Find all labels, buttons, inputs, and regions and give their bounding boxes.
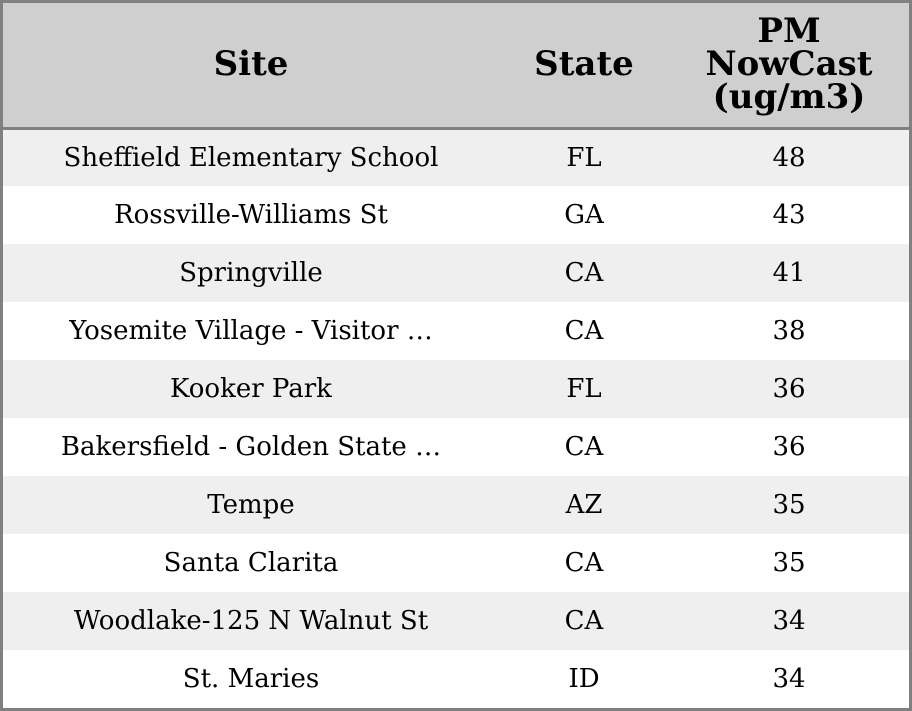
cell-state: FL (566, 142, 602, 173)
table-row: Yosemite Village - Visitor … CA 38 (3, 302, 909, 360)
cell-pm-nowcast: 34 (772, 664, 806, 694)
column-header-pm-line-3: (ug/m3) (712, 77, 866, 118)
table-row: Springville CA 41 (3, 244, 909, 302)
cell-pm-nowcast: 36 (772, 374, 806, 404)
cell-site: Sheffield Elementary School (63, 142, 439, 173)
column-header-state-label: State (534, 44, 634, 85)
column-header-pm-line-1: PM (757, 11, 821, 52)
column-header-site-label: Site (213, 44, 289, 85)
cell-pm-nowcast: 34 (772, 606, 806, 636)
cell-state: AZ (565, 490, 603, 520)
cell-pm-nowcast: 36 (772, 432, 806, 462)
table-header-row: Site State PM NowCast (ug/m3) (3, 3, 909, 130)
cell-site: Yosemite Village - Visitor … (69, 316, 433, 346)
cell-state: CA (564, 316, 604, 346)
table-row: Santa Clarita CA 35 (3, 534, 909, 592)
cell-site: Woodlake-125 N Walnut St (73, 606, 429, 636)
table-row: Tempe AZ 35 (3, 476, 909, 534)
table-row: St. Maries ID 34 (3, 650, 909, 708)
cell-state: CA (564, 258, 604, 288)
cell-state: CA (564, 606, 604, 636)
cell-pm-nowcast: 35 (772, 490, 806, 520)
column-header-site: Site (3, 3, 499, 130)
cell-site: Tempe (207, 490, 295, 520)
cell-state: CA (564, 548, 604, 578)
table-row: Rossville-Williams St GA 43 (3, 186, 909, 244)
table-row: Bakersfield - Golden State … CA 36 (3, 418, 909, 476)
cell-state: ID (568, 664, 600, 694)
column-header-pm-nowcast: PM NowCast (ug/m3) (669, 3, 909, 130)
cell-site: Santa Clarita (163, 548, 339, 578)
cell-site: St. Maries (182, 664, 320, 694)
cell-pm-nowcast: 35 (772, 548, 806, 578)
column-header-state: State (499, 3, 669, 130)
cell-state: GA (564, 200, 604, 230)
table-row: Woodlake-125 N Walnut St CA 34 (3, 592, 909, 650)
cell-state: CA (564, 432, 604, 462)
table-row: Sheffield Elementary School FL 48 (3, 128, 909, 186)
cell-pm-nowcast: 41 (772, 258, 806, 288)
cell-pm-nowcast: 48 (772, 142, 806, 173)
cell-site: Springville (179, 258, 323, 288)
column-header-pm-line-2: NowCast (705, 44, 873, 85)
table-body: Sheffield Elementary School FL 48 Rossville… (3, 128, 909, 708)
cell-site: Kooker Park (170, 374, 332, 404)
cell-pm-nowcast: 43 (772, 200, 806, 230)
cell-site: Bakersfield - Golden State … (60, 432, 442, 462)
pm-nowcast-table: Site State PM NowCast (ug/m3) Sheffield … (3, 3, 909, 708)
table-row: Kooker Park FL 36 (3, 360, 909, 418)
cell-site: Rossville-Williams St (114, 200, 388, 230)
cell-state: FL (566, 374, 602, 404)
cell-pm-nowcast: 38 (772, 316, 806, 346)
